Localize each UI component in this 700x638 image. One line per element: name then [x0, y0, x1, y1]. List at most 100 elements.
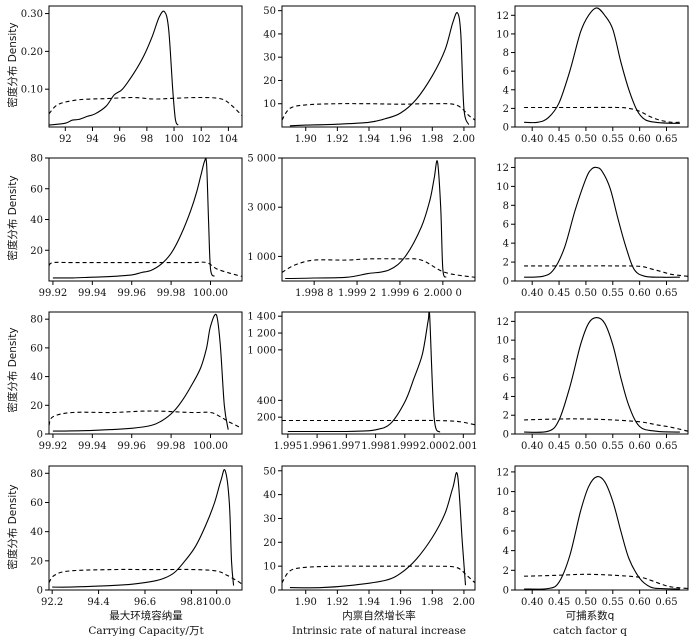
y-tick-label: 10: [263, 562, 276, 573]
plot-frame: [281, 157, 476, 282]
y-tick-label: 0: [503, 277, 509, 288]
y-tick-label: 40: [263, 29, 276, 40]
posterior-density-curve: [285, 160, 447, 280]
y-tick-label: 0.20: [21, 47, 43, 58]
x-tick-label: 1.96: [390, 597, 412, 608]
x-axis-label-zh: 内禀自然增长率: [342, 609, 416, 622]
prior-density-curve: [49, 261, 242, 277]
y-tick-label: 40: [263, 490, 276, 501]
y-tick-label: 8: [503, 48, 509, 59]
x-axis-label-en: Intrinsic rate of natural increase: [292, 625, 466, 637]
y-tick-label: 20: [30, 401, 43, 412]
x-tick-label: 1.999 2: [338, 288, 376, 299]
posterior-density-curve: [524, 166, 680, 278]
y-tick-label: 4: [503, 392, 509, 403]
x-tick-label: 99.94: [78, 288, 107, 299]
x-tick-label: 1.90: [295, 597, 317, 608]
x-tick-label: 94.4: [87, 597, 109, 608]
y-tick-label: 10: [496, 29, 509, 40]
y-tick-label: 4: [503, 239, 509, 250]
x-tick-label: 0.65: [655, 134, 677, 145]
x-tick-label: 1.94: [358, 597, 380, 608]
y-tick-label: 60: [30, 343, 43, 354]
x-tick-label: 1.996: [303, 441, 332, 452]
x-tick-label: 1.98: [421, 597, 443, 608]
y-tick-label: 0.30: [21, 9, 43, 20]
plot-frame: [514, 157, 689, 282]
y-tick-label: 6: [503, 373, 509, 384]
y-tick-label: 10: [263, 99, 276, 110]
prior-density-curve: [524, 418, 688, 432]
posterior-density-curve: [52, 469, 235, 588]
density-panel-r2c2: 1.998 8 1.999 2 1.999 6 2.000 0 1 000 3 000 5 …: [247, 154, 476, 299]
y-tick-label: 400: [257, 396, 276, 407]
x-tick-label: 1.999 6: [381, 288, 419, 299]
x-tick-label: 100: [164, 134, 183, 145]
y-tick-label: 0: [270, 586, 276, 597]
y-tick-label: 6: [503, 526, 509, 537]
y-tick-label: 30: [263, 53, 276, 64]
x-tick-label: 0.50: [575, 441, 597, 452]
x-axis-label-en: catch factor q: [553, 625, 627, 637]
y-tick-label: 6: [503, 67, 509, 78]
y-axis-label: 密度分布 Density: [6, 327, 19, 412]
density-panel-r4c1: 92.2 94.4 96.6 98.8 100.0 0 20 40 60 80: [30, 465, 243, 608]
y-tick-label: 20: [263, 76, 276, 87]
y-tick-label: 1 000: [247, 345, 276, 356]
posterior-density-curve: [52, 158, 215, 279]
prior-density-curve: [282, 103, 475, 121]
plot-frame: [514, 311, 689, 435]
x-tick-label: 0.50: [575, 288, 597, 299]
y-tick-label: 40: [30, 372, 43, 383]
y-tick-label: 0: [37, 430, 43, 441]
plot-frame: [281, 311, 476, 435]
x-tick-label: 99.96: [117, 288, 146, 299]
x-tick-label: 100.00: [193, 288, 228, 299]
x-tick-label: 102: [192, 134, 211, 145]
x-tick-label: 2.000: [420, 441, 449, 452]
y-tick-label: 200: [257, 413, 276, 424]
x-tick-label: 0.40: [521, 134, 543, 145]
density-panel-r1c1: 92 94 96 98 100 102 104 0.10 0.20 0.30: [21, 5, 243, 145]
x-tick-label: 1.998 8: [295, 288, 333, 299]
posterior-density-curve: [289, 12, 470, 127]
y-axis-label: 密度分布 Density: [6, 22, 19, 107]
y-tick-label: 0: [503, 123, 509, 134]
y-tick-label: 8: [503, 507, 509, 518]
plot-frame: [281, 5, 476, 128]
x-tick-label: 2.00: [453, 134, 475, 145]
y-tick-label: 40: [30, 215, 43, 226]
x-tick-label: 99.98: [157, 441, 186, 452]
density-panel-r3c1: 99.92 99.94 99.96 99.98 100.00 0 20 40 60 80: [30, 311, 243, 452]
y-tick-label: 1 400: [247, 312, 276, 323]
x-tick-label: 0.45: [548, 597, 570, 608]
plot-frame: [514, 465, 689, 591]
x-axis-label-zh: 最大环境容纳量: [109, 609, 183, 622]
density-panel-r1c3: 0.40 0.45 0.50 0.55 0.60 0.65 0 2 4 6 8 10 12: [496, 5, 689, 145]
y-tick-label: 12: [496, 163, 509, 174]
plot-frame: [48, 465, 243, 591]
x-tick-label: 99.92: [39, 288, 68, 299]
x-tick-label: 1.999: [390, 441, 419, 452]
y-tick-label: 1 200: [247, 329, 276, 340]
y-tick-label: 0: [503, 430, 509, 441]
x-tick-label: 0.45: [548, 441, 570, 452]
plot-frame: [48, 311, 243, 435]
x-tick-label: 96: [113, 134, 126, 145]
x-axis-label-zh: 可捕系数q: [566, 609, 615, 622]
x-tick-label: 104: [219, 134, 238, 145]
plot-frame: [48, 5, 243, 128]
density-panel-r4c2: 1.90 1.92 1.94 1.96 1.98 2.00 0 10 20 30 40 50: [263, 465, 476, 608]
x-tick-label: 99.94: [78, 441, 107, 452]
y-tick-label: 80: [30, 469, 43, 480]
x-tick-label: 92.2: [41, 597, 63, 608]
y-tick-label: 5 000: [247, 154, 276, 165]
x-tick-label: 0.55: [602, 441, 624, 452]
y-tick-label: 60: [30, 184, 43, 195]
x-tick-label: 1.997: [332, 441, 361, 452]
posterior-density-curve: [287, 312, 441, 433]
y-tick-label: 12: [496, 11, 509, 22]
y-tick-label: 20: [263, 538, 276, 549]
x-tick-label: 0.65: [655, 597, 677, 608]
